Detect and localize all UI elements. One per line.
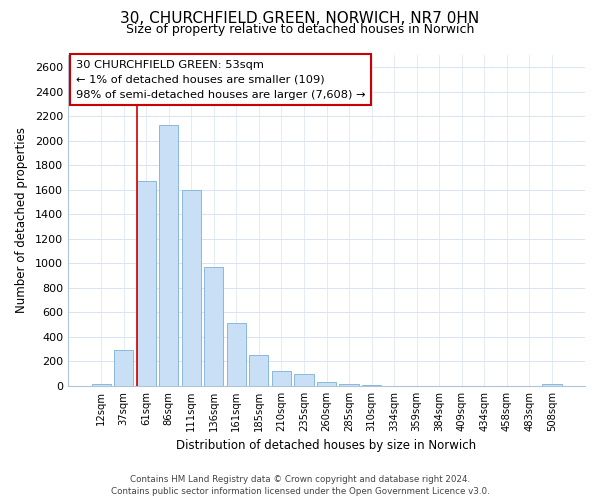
Bar xyxy=(272,370,291,386)
Bar xyxy=(159,125,178,386)
Text: Size of property relative to detached houses in Norwich: Size of property relative to detached ho… xyxy=(126,22,474,36)
Bar xyxy=(204,267,223,386)
Bar xyxy=(295,374,314,386)
Y-axis label: Number of detached properties: Number of detached properties xyxy=(15,128,28,314)
Bar xyxy=(542,384,562,386)
Bar xyxy=(340,384,359,386)
Text: 30 CHURCHFIELD GREEN: 53sqm
← 1% of detached houses are smaller (109)
98% of sem: 30 CHURCHFIELD GREEN: 53sqm ← 1% of deta… xyxy=(76,60,365,100)
Bar xyxy=(114,350,133,386)
X-axis label: Distribution of detached houses by size in Norwich: Distribution of detached houses by size … xyxy=(176,440,476,452)
Text: 30, CHURCHFIELD GREEN, NORWICH, NR7 0HN: 30, CHURCHFIELD GREEN, NORWICH, NR7 0HN xyxy=(121,11,479,26)
Bar xyxy=(317,382,336,386)
Bar xyxy=(137,181,156,386)
Bar xyxy=(250,354,268,386)
Bar xyxy=(227,324,246,386)
Bar xyxy=(182,190,201,386)
Bar xyxy=(92,384,111,386)
Text: Contains HM Land Registry data © Crown copyright and database right 2024.
Contai: Contains HM Land Registry data © Crown c… xyxy=(110,474,490,496)
